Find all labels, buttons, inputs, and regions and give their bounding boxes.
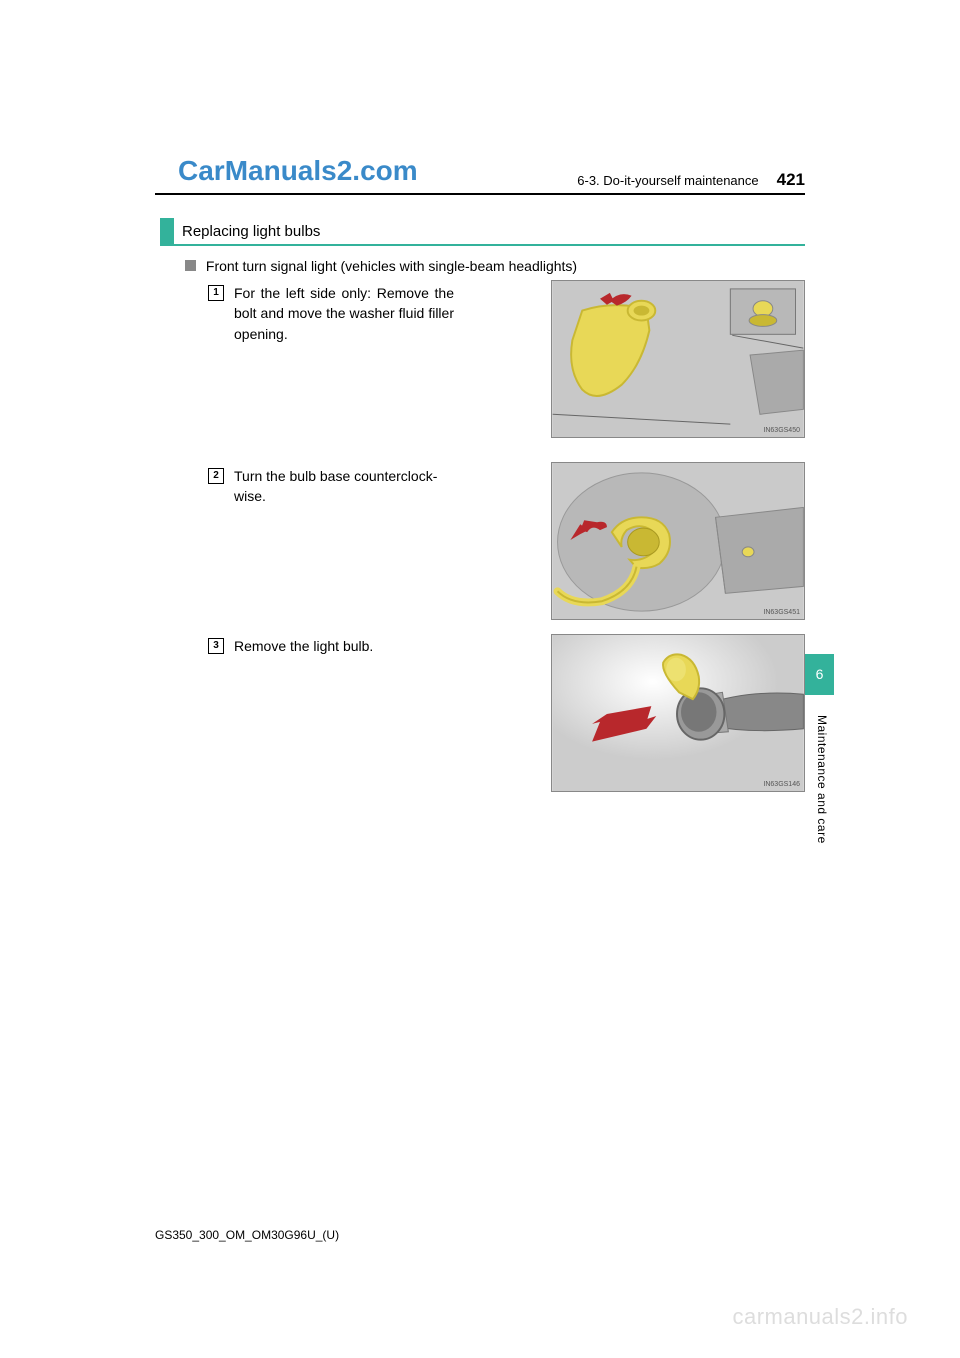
figure-code: IN63GS451 (763, 609, 800, 616)
figure-2: IN63GS451 (551, 462, 805, 620)
section-underline (160, 244, 805, 246)
chapter-tab: 6 (805, 654, 834, 695)
step-number-box: 2 (208, 468, 224, 484)
step-text: Remove the light bulb. (234, 636, 454, 656)
section-header: Replacing light bulbs (160, 218, 805, 246)
figure-code: IN63GS450 (763, 427, 800, 434)
page-number: 421 (777, 170, 805, 190)
section-title: Replacing light bulbs (182, 223, 805, 240)
figure-code: IN63GS146 (763, 781, 800, 788)
step-text: Turn the bulb base counterclock-wise. (234, 466, 454, 507)
section-path: 6-3. Do-it-yourself maintenance (577, 173, 758, 188)
page-header: 6-3. Do-it-yourself maintenance 421 (155, 170, 805, 190)
figure-3: IN63GS146 (551, 634, 805, 792)
step-number-box: 1 (208, 285, 224, 301)
step-number-box: 3 (208, 638, 224, 654)
section-accent (160, 218, 174, 244)
watermark-bottom: carmanuals2.info (732, 1304, 908, 1330)
header-rule (155, 193, 805, 195)
subheading: Front turn signal light (vehicles with s… (185, 258, 577, 274)
step-text: For the left side only: Remove the bolt … (234, 283, 454, 344)
chapter-label: Maintenance and care (815, 715, 829, 844)
footer-code: GS350_300_OM_OM30G96U_(U) (155, 1228, 339, 1242)
subheading-text: Front turn signal light (vehicles with s… (206, 258, 577, 274)
square-bullet-icon (185, 260, 196, 271)
figure-1: IN63GS450 (551, 280, 805, 438)
